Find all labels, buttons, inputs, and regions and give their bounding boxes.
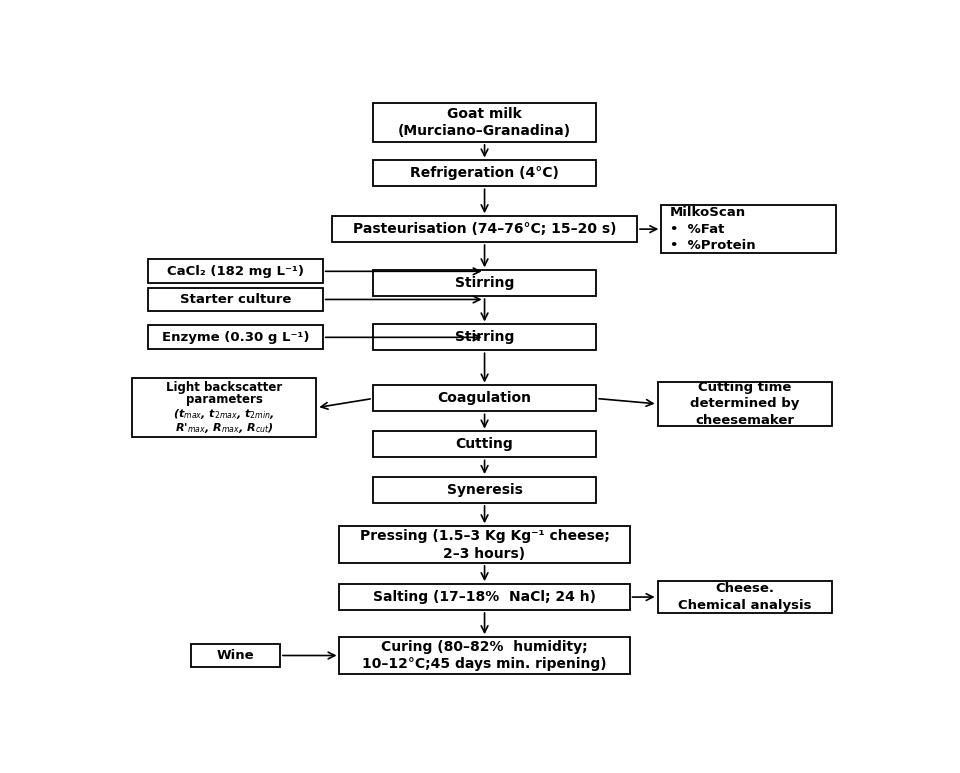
Text: Enzyme (0.30 g L⁻¹): Enzyme (0.30 g L⁻¹) [161, 331, 309, 344]
Text: parameters: parameters [185, 393, 263, 406]
Text: Goat milk
(Murciano–Granadina): Goat milk (Murciano–Granadina) [398, 107, 571, 138]
Text: Starter culture: Starter culture [180, 293, 291, 306]
Text: Cheese.
Chemical analysis: Cheese. Chemical analysis [678, 582, 812, 611]
Text: Wine: Wine [217, 649, 254, 662]
Text: Stirring: Stirring [455, 276, 515, 290]
Bar [372, 386, 596, 411]
Bar [372, 161, 596, 186]
Bar [340, 584, 630, 610]
Text: (t$_{max}$, t$_{2max}$, t$_{2min}$,: (t$_{max}$, t$_{2max}$, t$_{2min}$, [174, 407, 275, 421]
Text: Light backscatter: Light backscatter [166, 381, 282, 394]
Text: Refrigeration (4°C): Refrigeration (4°C) [410, 166, 559, 180]
Bar [372, 103, 596, 142]
Text: Coagulation: Coagulation [438, 391, 532, 406]
Bar [372, 477, 596, 503]
Text: Pasteurisation (74–76°C; 15–20 s): Pasteurisation (74–76°C; 15–20 s) [353, 222, 616, 236]
Text: R'$_{max}$, R$_{max}$, R$_{cut}$): R'$_{max}$, R$_{max}$, R$_{cut}$) [175, 421, 274, 435]
Bar [340, 526, 630, 563]
Bar [148, 325, 323, 349]
Text: Curing (80–82%  humidity;
10–12°C;45 days min. ripening): Curing (80–82% humidity; 10–12°C;45 days… [362, 639, 607, 672]
Text: Salting (17–18%  NaCl; 24 h): Salting (17–18% NaCl; 24 h) [373, 590, 596, 604]
Text: Cutting: Cutting [456, 438, 514, 451]
Text: CaCl₂ (182 mg L⁻¹): CaCl₂ (182 mg L⁻¹) [167, 265, 303, 278]
Text: MilkoScan
•  %Fat
•  %Protein: MilkoScan • %Fat • %Protein [670, 206, 756, 252]
Bar [372, 271, 596, 296]
Bar [332, 216, 637, 242]
Bar [340, 637, 630, 674]
Text: Pressing (1.5–3 Kg Kg⁻¹ cheese;
2–3 hours): Pressing (1.5–3 Kg Kg⁻¹ cheese; 2–3 hour… [360, 529, 610, 560]
Text: Stirring: Stirring [455, 330, 515, 344]
Bar [148, 288, 323, 312]
Bar [658, 382, 832, 426]
Bar [148, 260, 323, 283]
Bar [661, 205, 836, 254]
Bar [132, 379, 317, 437]
Bar [191, 644, 280, 667]
Text: Cutting time
determined by
cheesemaker: Cutting time determined by cheesemaker [690, 381, 800, 427]
Bar [658, 581, 832, 613]
Bar [372, 325, 596, 350]
Bar [372, 431, 596, 458]
Text: Syneresis: Syneresis [446, 483, 522, 497]
